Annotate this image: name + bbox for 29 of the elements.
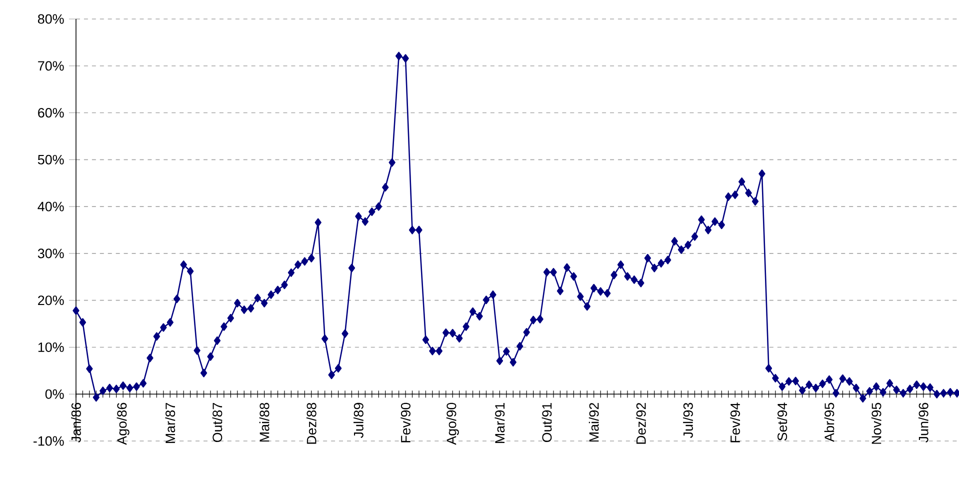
x-tick-label: Mar/87	[165, 402, 176, 444]
y-tick-label: 30%	[38, 248, 64, 258]
x-tick-label: Ago/86	[116, 402, 130, 445]
x-tick-label: Abr/95	[824, 402, 834, 442]
x-tick-label: Dez/88	[306, 402, 316, 444]
y-tick-label: 10%	[38, 342, 64, 352]
x-tick-label: Out/87	[212, 402, 222, 442]
x-tick-label: Fev/90	[400, 402, 410, 442]
x-tick-label: Ago/90	[446, 402, 459, 445]
x-tick-label: Set/94	[777, 402, 788, 441]
x-tick-label: Fev/94	[730, 402, 740, 442]
y-tick-label: 80%	[38, 14, 64, 24]
y-tick-label: 0%	[45, 389, 64, 399]
x-tick-label: Mar/91	[494, 402, 505, 444]
x-tick-label: Dez/92	[636, 402, 646, 444]
x-tick-label: Jul/93	[683, 402, 693, 438]
x-tick-label: Mai/88	[259, 402, 270, 442]
y-tick-label: 50%	[38, 154, 64, 164]
x-tick-label: Jul/89	[354, 402, 364, 438]
y-tick-label: 70%	[38, 61, 64, 71]
y-tick-label: 40%	[38, 202, 64, 212]
x-tick-label: Out/91	[542, 402, 552, 442]
x-tick-label: Jun/96	[918, 402, 928, 442]
y-tick-label: 20%	[38, 296, 64, 306]
x-tick-label: Mai/92	[588, 402, 599, 442]
y-tick-label: 60%	[38, 108, 64, 118]
y-tick-label: -10%	[34, 436, 64, 446]
x-tick-label: Jan/86	[71, 402, 81, 442]
x-tick-label: Nov/95	[871, 402, 882, 444]
